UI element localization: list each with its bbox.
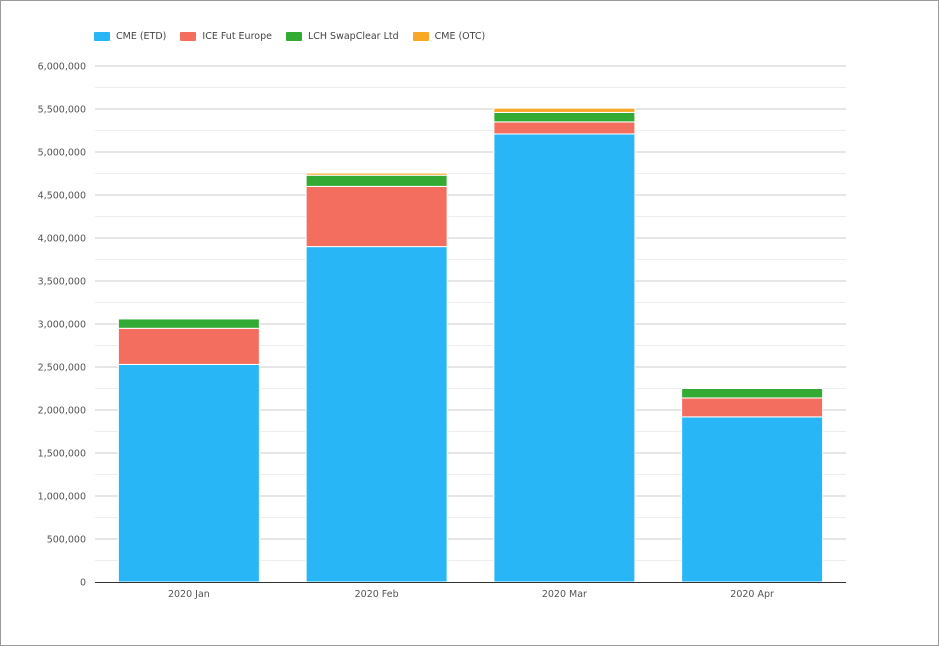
bar-segment-cme-etd--1 <box>305 246 448 583</box>
bar-segment-ice-fut-europe-3 <box>681 397 824 418</box>
y-tick-label: 2,000,000 <box>38 406 86 417</box>
y-tick-label: 2,500,000 <box>38 363 86 374</box>
y-tick-label: 1,000,000 <box>38 492 86 503</box>
x-tick-label: 2020 Jan <box>168 589 210 600</box>
bar-segment-ice-fut-europe-2 <box>493 121 636 135</box>
legend-swatch <box>180 32 197 41</box>
x-tick-label: 2020 Apr <box>730 589 774 600</box>
legend-swatch <box>94 32 110 41</box>
bar-segment-lch-swapclear-ltd-0 <box>117 318 260 329</box>
y-tick-label: 4,500,000 <box>38 191 86 202</box>
legend-item[interactable]: ICE Fut Europe <box>180 31 272 42</box>
bar-segment-lch-swapclear-ltd-3 <box>681 388 824 399</box>
bar-segment-lch-swapclear-ltd-1 <box>305 174 448 187</box>
y-tick-label: 0 <box>80 578 86 589</box>
legend-label: CME (OTC) <box>434 31 486 42</box>
legend-swatch <box>285 32 302 41</box>
legend-label: ICE Fut Europe <box>202 31 272 42</box>
legend-item[interactable]: CME (ETD) <box>94 31 166 42</box>
y-tick-label: 6,000,000 <box>38 62 86 73</box>
x-tick-label: 2020 Mar <box>542 589 587 600</box>
y-tick-label: 4,000,000 <box>38 234 86 245</box>
bar-segment-cme-etd--2 <box>493 133 636 583</box>
bar-segment-ice-fut-europe-1 <box>305 185 448 248</box>
legend-label: LCH SwapClear Ltd <box>307 31 399 42</box>
legend-label: CME (ETD) <box>116 31 167 42</box>
y-tick-label: 5,500,000 <box>38 105 86 116</box>
bar-segment-cme-etd--0 <box>117 363 260 583</box>
bar-segment-cme-otc--1 <box>305 172 448 176</box>
y-tick-label: 3,500,000 <box>38 277 86 288</box>
legend-item[interactable]: LCH SwapClear Ltd <box>285 31 399 42</box>
y-tick-label: 5,000,000 <box>38 148 86 159</box>
bar-segment-lch-swapclear-ltd-2 <box>493 111 636 123</box>
y-tick-label: 1,500,000 <box>38 449 86 460</box>
bar-segment-cme-otc--2 <box>493 107 636 113</box>
y-tick-label: 3,000,000 <box>38 320 86 331</box>
legend-item[interactable]: CME (OTC) <box>412 31 486 42</box>
y-tick-label: 500,000 <box>47 535 86 546</box>
bar-segment-ice-fut-europe-0 <box>117 327 260 365</box>
x-tick-label: 2020 Feb <box>355 589 399 600</box>
chart-legend: CME (ETD) ICE Fut Europe LCH SwapClear Ltd… <box>94 31 485 42</box>
bar-segment-cme-etd--3 <box>681 416 824 583</box>
legend-swatch <box>412 32 429 41</box>
